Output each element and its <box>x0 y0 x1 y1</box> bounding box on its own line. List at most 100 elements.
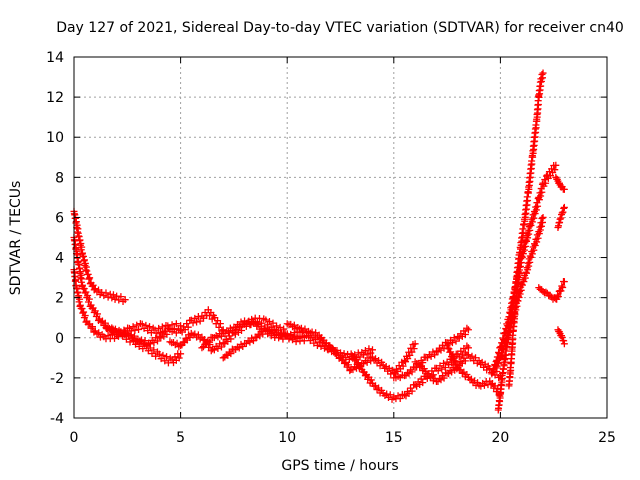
data-point <box>289 336 297 344</box>
y-tick-label: 8 <box>55 170 64 186</box>
data-point <box>76 268 84 276</box>
data-point <box>528 160 536 168</box>
data-point <box>101 319 109 327</box>
data-point <box>558 282 566 290</box>
data-point <box>539 213 547 221</box>
data-point <box>552 161 560 169</box>
data-point <box>526 258 534 266</box>
data-point <box>373 386 381 394</box>
data-point <box>483 366 491 374</box>
data-point <box>383 390 391 398</box>
data-point <box>559 283 567 291</box>
series-track-9 <box>326 340 419 378</box>
x-tick-label: 25 <box>598 430 616 446</box>
data-point <box>400 391 408 399</box>
data-point <box>194 331 202 339</box>
data-point <box>516 262 524 270</box>
data-point <box>537 82 545 90</box>
data-point <box>138 320 146 328</box>
series-track-17 <box>505 269 524 390</box>
data-point <box>154 337 162 345</box>
data-point <box>367 376 375 384</box>
data-point <box>77 271 85 279</box>
data-point <box>214 333 222 341</box>
data-marks <box>70 69 568 414</box>
data-point <box>500 362 508 370</box>
data-point <box>416 363 424 371</box>
data-point <box>269 326 277 334</box>
data-point <box>76 301 84 309</box>
data-point <box>365 345 373 353</box>
data-point <box>287 331 295 339</box>
data-point <box>560 203 568 211</box>
data-point <box>532 124 540 132</box>
data-point <box>531 242 539 250</box>
data-point <box>480 381 488 389</box>
data-point <box>259 330 267 338</box>
data-point <box>193 318 201 326</box>
data-point <box>133 321 141 329</box>
data-point <box>344 361 352 369</box>
data-point <box>531 210 539 218</box>
data-point <box>356 353 364 361</box>
data-point <box>501 339 509 347</box>
data-point <box>126 338 134 346</box>
axis-ticks: 0 5 10 15 20 25 -4 -2 0 2 4 6 8 10 12 14 <box>46 50 616 446</box>
data-point <box>219 339 227 347</box>
data-point <box>534 234 542 242</box>
data-point <box>527 253 535 261</box>
data-point <box>161 357 169 365</box>
data-point <box>228 327 236 335</box>
data-point <box>408 368 416 376</box>
data-point <box>452 337 460 345</box>
data-point <box>556 215 564 223</box>
data-point <box>444 344 452 352</box>
data-point <box>461 357 469 365</box>
data-point <box>310 339 318 347</box>
data-point <box>558 209 566 217</box>
data-point <box>525 230 533 238</box>
data-point <box>554 291 562 299</box>
series-track-19 <box>552 173 568 193</box>
data-point <box>84 292 92 300</box>
data-point <box>108 294 116 302</box>
data-point <box>357 362 365 370</box>
data-point <box>77 240 85 248</box>
y-tick-label: 14 <box>46 50 64 66</box>
data-point <box>440 374 448 382</box>
data-point <box>519 229 527 237</box>
data-point <box>177 342 185 350</box>
data-point <box>468 352 476 360</box>
data-point <box>153 329 161 337</box>
data-point <box>168 321 176 329</box>
data-point <box>524 266 532 274</box>
data-point <box>542 179 550 187</box>
data-point <box>269 319 277 327</box>
data-point <box>159 351 167 359</box>
data-point <box>461 331 469 338</box>
data-point <box>183 320 191 328</box>
data-point <box>217 343 225 351</box>
data-point <box>129 323 137 331</box>
data-point <box>121 296 129 304</box>
data-point <box>537 192 545 200</box>
data-point <box>560 337 568 345</box>
data-point <box>399 362 407 370</box>
data-point <box>102 289 110 297</box>
data-point <box>538 188 546 196</box>
data-point <box>78 305 86 313</box>
data-point <box>85 275 93 283</box>
series-track-11 <box>390 324 472 382</box>
data-point <box>509 335 517 343</box>
y-tick-label: 4 <box>55 251 64 267</box>
data-point <box>487 381 495 389</box>
data-point <box>109 291 117 299</box>
y-tick-label: 2 <box>55 291 64 307</box>
data-point <box>131 326 139 334</box>
data-point <box>273 322 281 330</box>
data-point <box>80 308 88 316</box>
data-point <box>215 323 223 331</box>
x-tick-label: 0 <box>70 430 79 446</box>
x-tick-label: 20 <box>491 430 509 446</box>
data-point <box>434 367 442 375</box>
